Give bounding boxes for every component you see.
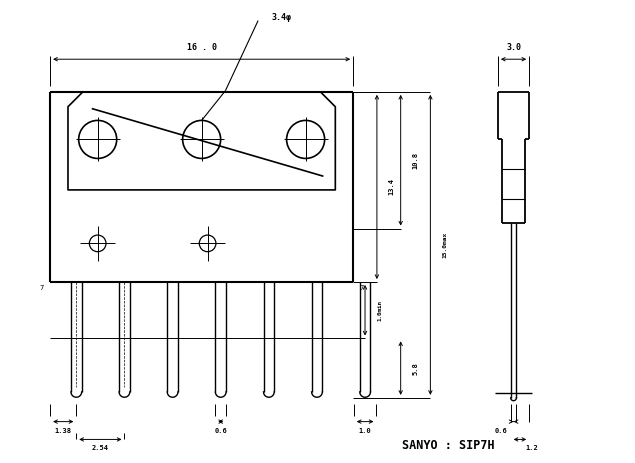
Text: 16 . 0: 16 . 0 [187, 43, 217, 52]
Text: 5.8: 5.8 [413, 362, 418, 375]
Text: 0.6: 0.6 [495, 427, 507, 433]
Text: SANYO : SIP7H: SANYO : SIP7H [402, 439, 495, 452]
Text: 1.38: 1.38 [55, 427, 72, 433]
Text: 0.6: 0.6 [215, 427, 227, 433]
Text: 7: 7 [360, 285, 364, 291]
Text: 1.0: 1.0 [359, 427, 371, 433]
Text: 2.54: 2.54 [92, 445, 109, 451]
Text: 10.8: 10.8 [413, 152, 418, 169]
Text: 13.4: 13.4 [389, 178, 395, 195]
Text: 3.0: 3.0 [506, 43, 521, 52]
Text: 15.0max: 15.0max [443, 232, 448, 258]
Text: 7: 7 [39, 285, 43, 291]
Text: 3.4φ: 3.4φ [272, 13, 292, 22]
Text: 1.2: 1.2 [525, 445, 538, 451]
Text: 1.0min: 1.0min [377, 300, 382, 321]
